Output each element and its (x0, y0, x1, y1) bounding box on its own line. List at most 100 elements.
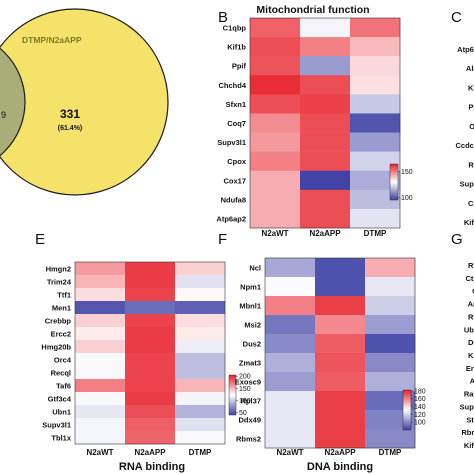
heatmap-cell-msi2-n2awt (265, 315, 316, 335)
column-label: N2aAPP (324, 448, 356, 457)
row-label: Zmat3 (239, 359, 261, 368)
row-label: Ppif (232, 62, 247, 71)
heatmap-cell-orc4-n2awt (75, 353, 126, 367)
heatmap-cell-ppif-dtmp (350, 56, 401, 76)
heatmap-cell-cpox-n2awt (250, 151, 301, 172)
heatmap-cell-atp6ap2-dtmp (350, 208, 401, 229)
heatmap-f: Ncl Npm1 Mbnl1 Msi2 Dus2 Zmat3 Exosc9 Rpl37 Ddx4… (235, 257, 426, 457)
row-label: Ttf1 (57, 291, 71, 300)
heatmap-cell-crebbp-n2awt (75, 314, 126, 328)
heatmap-cell-ubn1-dtmp (175, 405, 226, 419)
row-label: Cp (468, 199, 474, 208)
heatmap-cell-gtf3c4-dtmp (175, 392, 226, 406)
row-label: Crebbp (45, 317, 72, 326)
heatmap-cell-ncl-dtmp (365, 258, 416, 278)
heatmap-cell-men1-n2aapp (125, 301, 176, 315)
color-scale-tick-label: 150 (401, 169, 413, 176)
row-label: Gtf3c4 (48, 395, 72, 404)
heatmap-cell-trim24-dtmp (175, 275, 226, 289)
row-label: Erc (466, 364, 474, 373)
heatmap-cell-rpl37-n2awt (265, 391, 316, 411)
row-label: Ald (466, 64, 474, 73)
heatmap-cell-hmgn2-n2aapp (125, 262, 176, 276)
venn-percent: (61.4%) (58, 125, 83, 132)
row-label: Kif1 (464, 441, 474, 450)
row-label: Atp6a (457, 45, 474, 54)
panel-label-e: E (35, 231, 45, 248)
heatmap-cell-rbms2-n2aapp (315, 429, 366, 449)
heatmap-cell-gtf3c4-n2aapp (125, 392, 176, 406)
heatmap-cell-ddx49-n2awt (265, 410, 316, 430)
heatmap-cell-c1qbp-dtmp (350, 18, 401, 38)
row-label: G (472, 287, 474, 296)
heatmap-cell-ubn1-n2aapp (125, 405, 176, 419)
row-label: Kif (468, 83, 474, 92)
heatmap-cell-exosc9-n2awt (265, 372, 316, 392)
color-scale-tick-label: 100 (401, 195, 413, 202)
row-label: Rh (468, 261, 474, 270)
heatmap-frame (264, 257, 416, 449)
row-label: Supv (460, 402, 474, 411)
row-label: Men1 (52, 304, 71, 313)
heatmap-cell-ndufa8-n2aapp (300, 189, 351, 210)
heatmap-cell-cox17-dtmp (350, 170, 401, 191)
heatmap-cell-c1qbp-n2awt (250, 18, 301, 38)
heatmap-cell-atp6ap2-n2aapp (300, 208, 351, 229)
heatmap-cell-ppif-n2awt (250, 56, 301, 76)
row-label: Kif1b (227, 43, 246, 52)
heatmap-cell-dus2-n2aapp (315, 334, 366, 354)
row-label: Hmgn2 (46, 265, 71, 274)
heatmap-cell-orc4-n2aapp (125, 353, 176, 367)
row-label: Ube (464, 325, 474, 334)
heatmap-cell-msi2-dtmp (365, 315, 416, 335)
heatmap-cell-ppif-n2aapp (300, 56, 351, 76)
heatmap-cell-ttf1-dtmp (175, 288, 226, 302)
heatmap-cell-supv3l1-dtmp (175, 418, 226, 432)
color-scale-tick-label: 100 (414, 420, 426, 427)
heatmap-cell-hmgn2-n2awt (75, 262, 126, 276)
row-label: Ncl (249, 264, 261, 273)
row-label: Orc4 (54, 356, 72, 365)
heatmap-cell-supv3l1-dtmp (350, 132, 401, 152)
venn-circle-left (0, 47, 26, 157)
heatmap-cell-cpox-n2aapp (300, 151, 351, 172)
color-scale-bar (389, 163, 399, 201)
venn-circle-right (0, 8, 169, 196)
row-label: Ccdc1 (455, 141, 474, 150)
heatmap-cell-ndufa8-dtmp (350, 189, 401, 210)
heatmap-cell-coq7-dtmp (350, 113, 401, 133)
heatmap-f-title: DNA binding (307, 461, 373, 473)
heatmap-cell-ddx49-n2aapp (315, 410, 366, 430)
heatmap-cell-taf6-n2aapp (125, 379, 176, 393)
row-label: C1qbp (223, 24, 247, 33)
row-label: Ddx49 (238, 416, 261, 425)
heatmap-cell-tbl1x-n2awt (75, 431, 126, 445)
heatmap-frame (74, 261, 226, 445)
heatmap-cell-kif1b-n2awt (250, 37, 301, 57)
heatmap-cell-orc4-dtmp (175, 353, 226, 367)
row-label: Ar (470, 377, 474, 386)
heatmap-cell-crebbp-dtmp (175, 314, 226, 328)
heatmap-cell-trim24-n2aapp (125, 275, 176, 289)
heatmap-cell-sfxn1-n2awt (250, 94, 301, 114)
heatmap-cell-rpl37-dtmp (365, 391, 416, 411)
heatmap-cell-cpox-dtmp (350, 151, 401, 172)
color-scale-tick-label: 120 (414, 412, 426, 419)
row-label: Rpl37 (241, 397, 261, 406)
heatmap-cell-rpl37-n2aapp (315, 391, 366, 411)
heatmap-cell-zmat3-dtmp (365, 353, 416, 373)
heatmap-cell-ttf1-n2awt (75, 288, 126, 302)
heatmap-cell-men1-dtmp (175, 301, 226, 315)
panel-g-row-labels: Rh Ctp G Arl Rh Ube Du Kif Erc Ar Rab Supv Stk Rbm Kif… (460, 261, 474, 450)
heatmap-cell-atp6ap2-n2awt (250, 208, 301, 229)
column-label: N2aWT (86, 448, 113, 457)
color-scale-tick-label: 150 (239, 386, 251, 393)
row-label: Arl (468, 300, 474, 309)
heatmap-cell-tbl1x-n2aapp (125, 431, 176, 445)
row-label: Ndufa8 (221, 195, 246, 204)
heatmap-cell-rbms2-n2awt (265, 429, 316, 449)
row-label: Stk (466, 415, 474, 424)
panel-label-c: C (451, 9, 462, 26)
heatmap-cell-cox17-n2awt (250, 170, 301, 191)
color-scale-tick-label: 50 (239, 410, 247, 417)
